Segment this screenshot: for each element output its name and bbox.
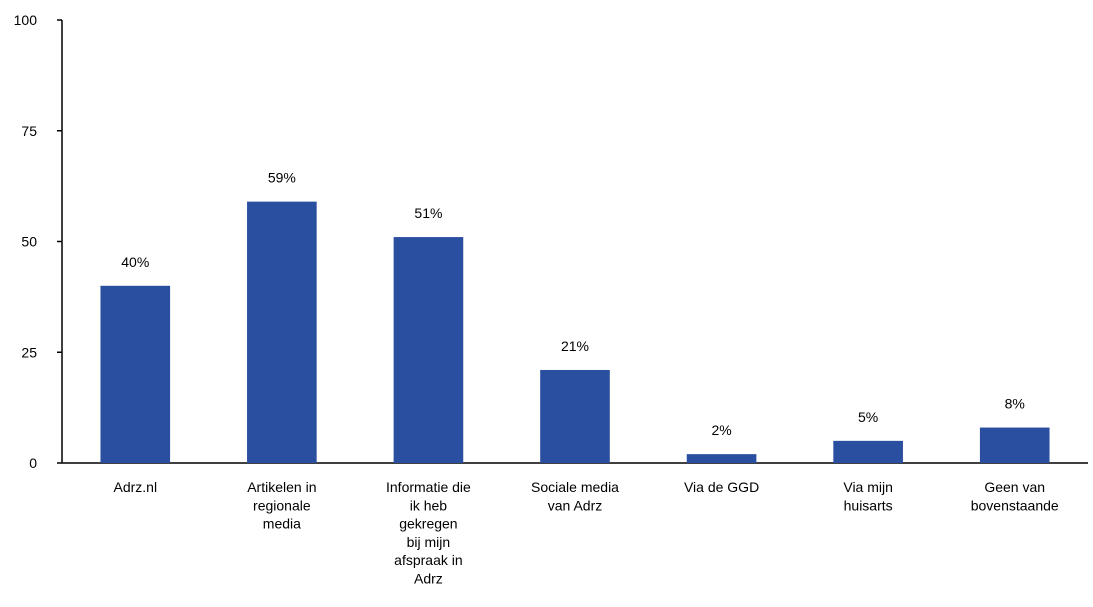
data-label: 5% [858, 409, 878, 425]
bar [100, 285, 171, 463]
category-label-line: Geen van [984, 479, 1045, 495]
y-tick-label: 100 [14, 12, 38, 28]
data-label: 59% [268, 170, 296, 186]
category-labels: Adrz.nl Artikelen in regionale media Informa… [113, 479, 1058, 587]
value-labels: 40% 59% 51% 21% 2% 5% 8% [121, 170, 1025, 439]
category-label-line: van Adrz [548, 497, 602, 513]
category-label: Via mijn huisarts [843, 479, 893, 513]
category-label: Geen van bovenstaande [971, 479, 1059, 513]
category-label-line: Adrz.nl [113, 479, 157, 495]
category-label: Sociale media van Adrz [531, 479, 619, 513]
bar [833, 440, 903, 463]
category-label-line: Sociale media [531, 479, 619, 495]
bar [247, 201, 317, 463]
data-label: 8% [1005, 396, 1025, 412]
data-label: 2% [711, 422, 731, 438]
y-tick-label: 0 [29, 455, 37, 471]
category-label: Artikelen in regionale media [247, 479, 316, 532]
data-label: 21% [561, 338, 589, 354]
category-label: Via de GGD [684, 479, 759, 495]
bar [540, 369, 610, 463]
y-tick-label: 50 [21, 234, 37, 250]
category-label-line: bij mijn [407, 534, 451, 550]
y-tick-label: 75 [21, 123, 37, 139]
category-label-line: bovenstaande [971, 497, 1059, 513]
category-label-line: gekregen [399, 516, 457, 532]
category-label-line: Adrz [414, 571, 443, 587]
bar [686, 454, 757, 463]
bar [393, 237, 464, 463]
category-label-line: media [263, 516, 301, 532]
data-label: 51% [414, 205, 442, 221]
bars [100, 201, 1050, 463]
category-label-line: Artikelen in [247, 479, 316, 495]
bar [979, 427, 1050, 463]
category-label-line: ik heb [410, 497, 448, 513]
category-label-line: regionale [253, 497, 311, 513]
y-tick-label: 25 [21, 344, 37, 360]
y-axis: 0 25 50 75 100 [14, 12, 63, 471]
category-label: Adrz.nl [113, 479, 157, 495]
category-label-line: afspraak in [394, 552, 462, 568]
category-label: Informatie die ik heb gekregen bij mijn afsp… [386, 479, 471, 587]
category-label-line: Informatie die [386, 479, 471, 495]
data-label: 40% [121, 254, 149, 270]
category-label-line: Via mijn [843, 479, 893, 495]
category-label-line: Via de GGD [684, 479, 759, 495]
category-label-line: huisarts [844, 497, 893, 513]
